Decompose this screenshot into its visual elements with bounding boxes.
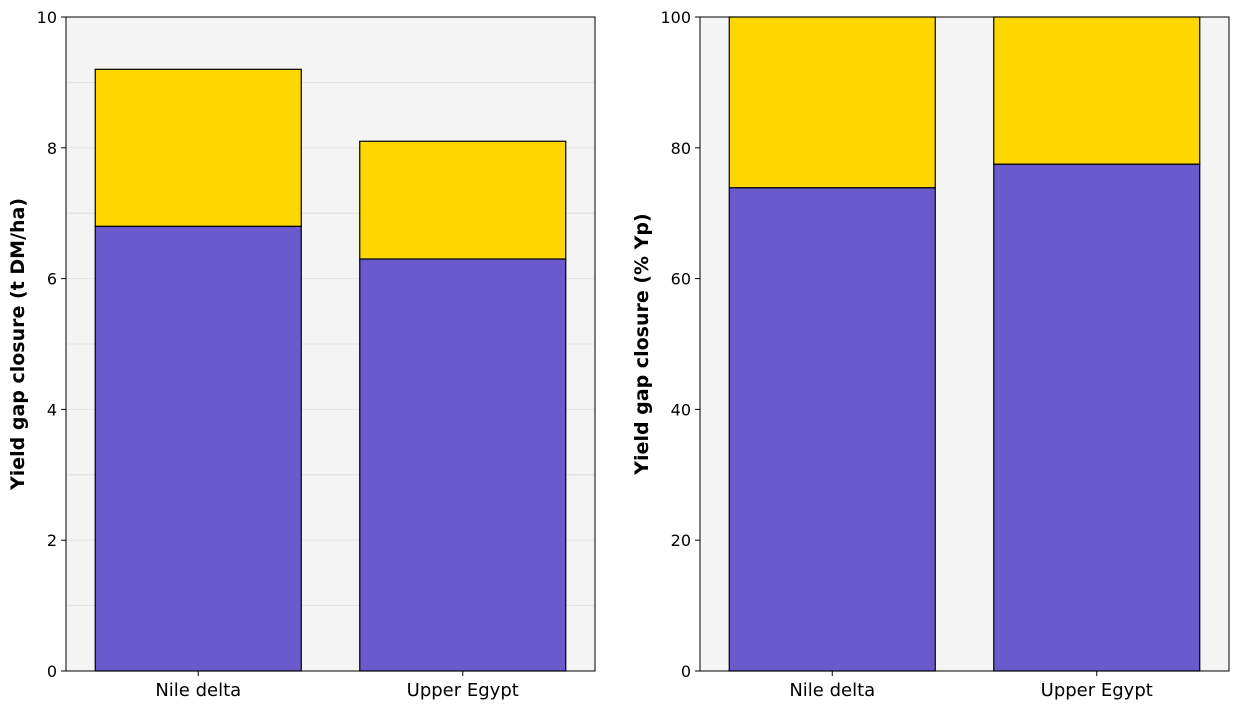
- x-tick-label: Upper Egypt: [1041, 680, 1153, 701]
- y-tick-label: 10: [37, 8, 57, 27]
- y-axis-title: Yield gap closure (t DM/ha): [7, 198, 29, 491]
- bar-upper-egypt-segment-0: [993, 163, 1201, 672]
- y-axis-title: Yield gap closure (% Yp): [631, 213, 653, 475]
- left-chart-panel: Nile delta Upper Egypt 0 2 4 6 8 10 Yield gap cl…: [7, 8, 596, 701]
- bar-nile-delta-segment-1: [728, 16, 936, 189]
- y-tick-label: 100: [660, 8, 691, 27]
- x-tick-label: Upper Egypt: [407, 680, 519, 701]
- y-tick-label: 80: [671, 139, 691, 158]
- plot-frame: [699, 16, 1230, 672]
- y-tick-label: 8: [47, 139, 57, 158]
- bar-upper-egypt-segment-1: [993, 16, 1201, 165]
- y-tick-label: 6: [47, 270, 57, 289]
- x-tick-label: Nile delta: [155, 680, 241, 701]
- y-tick-label: 4: [47, 400, 57, 419]
- plot-frame: [65, 16, 596, 672]
- bar-nile-delta-segment-0: [728, 187, 936, 672]
- y-tick-label: 0: [47, 662, 57, 681]
- y-tick-label: 40: [671, 400, 691, 419]
- y-tick-label: 60: [671, 270, 691, 289]
- bar-nile-delta-segment-0: [94, 225, 302, 672]
- x-tick-label: Nile delta: [789, 680, 875, 701]
- bar-nile-delta-segment-1: [94, 68, 302, 227]
- right-chart-panel: Nile delta Upper Egypt 0 20 40 60 80 100 Yield g…: [631, 8, 1230, 701]
- bar-upper-egypt-segment-0: [359, 258, 567, 672]
- y-tick-label: 2: [47, 531, 57, 550]
- bar-upper-egypt-segment-1: [359, 140, 567, 260]
- y-tick-label: 20: [671, 531, 691, 550]
- y-tick-label: 0: [681, 662, 691, 681]
